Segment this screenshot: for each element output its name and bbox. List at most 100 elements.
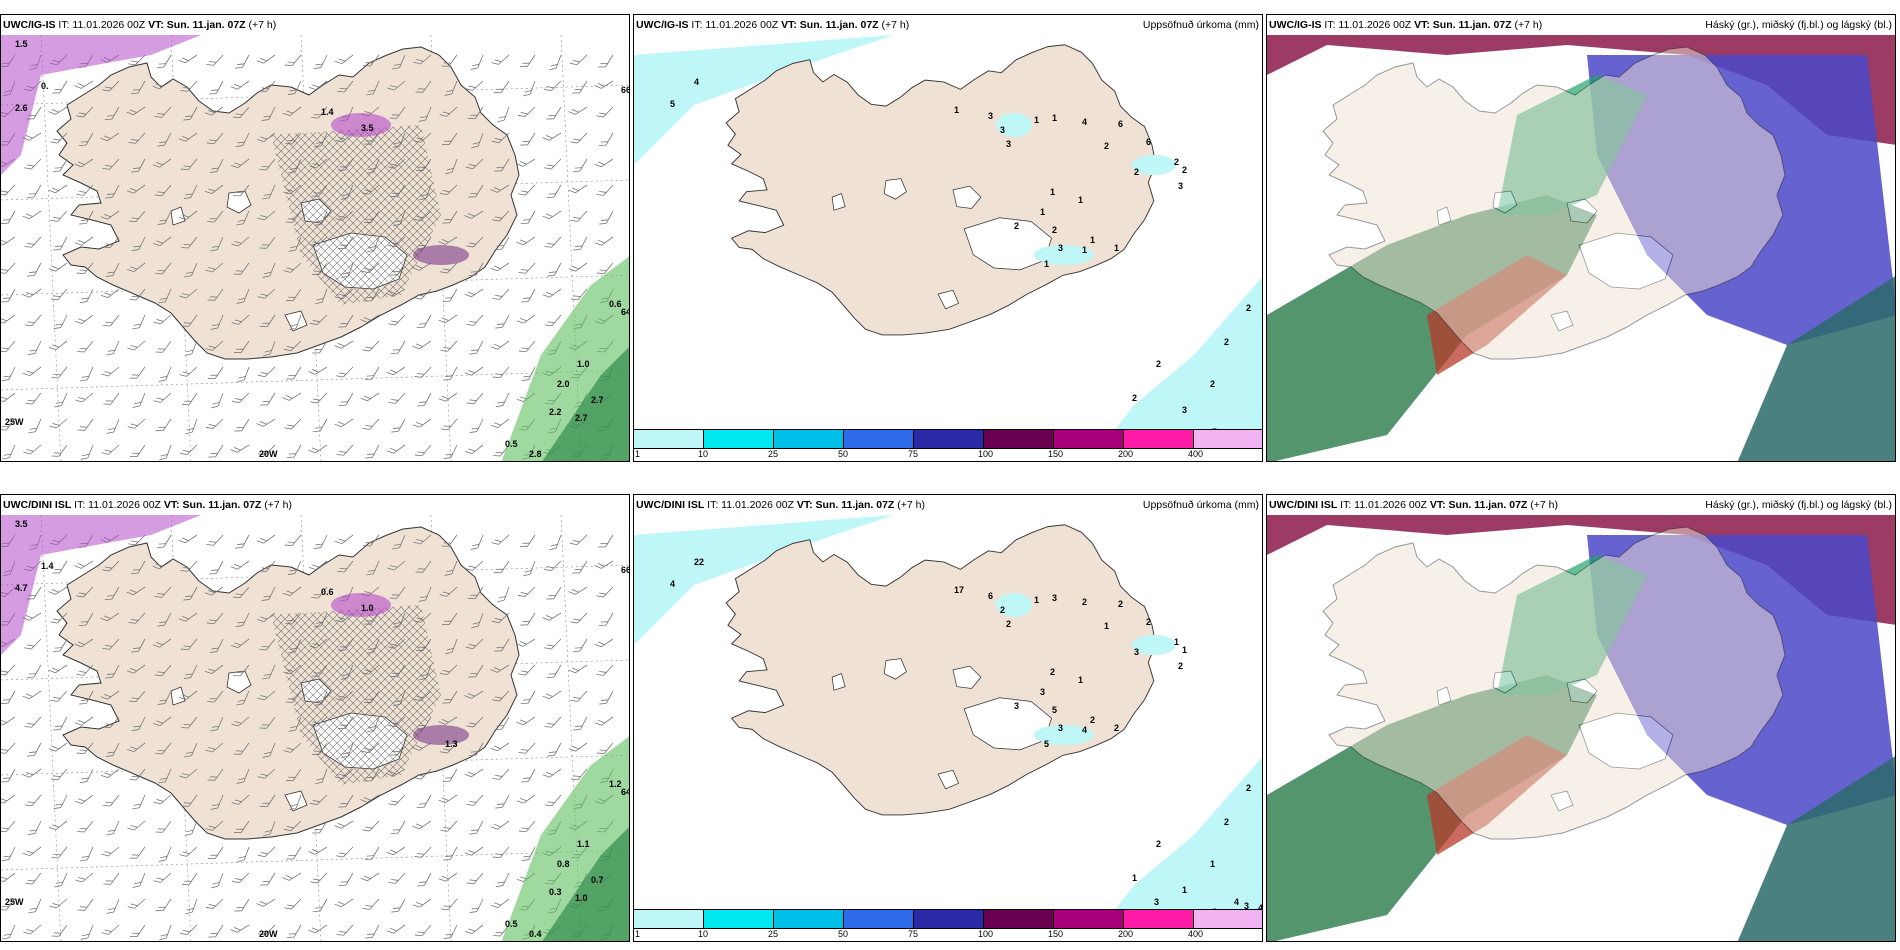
value-label: 2	[1082, 597, 1087, 607]
value-label: 3	[988, 111, 993, 121]
precip-map-svg: 451333114626222311212311112223225	[634, 35, 1262, 431]
value-label: 2	[1132, 393, 1137, 403]
panel-header: UWC/IG-IS IT: 11.01.2026 00Z VT: Sun. 11…	[1, 15, 629, 35]
value-label: 0.6	[609, 299, 622, 309]
value-label: 2	[1000, 605, 1005, 615]
valid-time: VT: Sun. 11.jan. 07Z	[1414, 19, 1512, 31]
value-label: 3	[1134, 647, 1139, 657]
value-label: 2	[1246, 783, 1251, 793]
value-label: 6	[1146, 137, 1151, 147]
value-label: 2	[1114, 723, 1119, 733]
axis-label: 20W	[259, 449, 278, 459]
lead-time: (+7 h)	[1514, 19, 1543, 31]
precip-map-panel-row1: UWC/IG-IS IT: 11.01.2026 00Z VT: Sun. 11…	[633, 14, 1263, 462]
colorbar-label: 50	[838, 449, 849, 459]
panel-header: UWC/IG-IS IT: 11.01.2026 00Z VT: Sun. 11…	[1267, 15, 1895, 35]
colorbar-swatch	[984, 430, 1054, 448]
value-label: 1	[1210, 859, 1215, 869]
value-label: 1.0	[361, 603, 374, 613]
value-label: 6	[1118, 119, 1123, 129]
axis-label: 64N	[621, 787, 630, 797]
colorbar-label: 400	[1188, 449, 1204, 459]
value-label: 22	[694, 557, 704, 567]
value-label: 2	[1146, 617, 1151, 627]
colorbar-boxes	[634, 909, 1262, 929]
cloud-map-svg	[1267, 35, 1895, 461]
value-label: 5	[1044, 739, 1049, 749]
colorbar-label: 1	[635, 449, 641, 459]
value-label: 2	[1052, 225, 1057, 235]
axis-label: 25W	[5, 417, 24, 427]
value-label: 2	[1014, 221, 1019, 231]
value-label: 3	[1040, 687, 1045, 697]
axis-label: 64N	[621, 307, 630, 317]
colorbar: 1 10 25 50 75 100 150 200 400	[634, 429, 1262, 461]
value-label: 0.4	[529, 929, 542, 939]
init-time: IT: 11.01.2026 00Z	[707, 499, 794, 511]
value-label: 4	[1082, 117, 1087, 127]
value-label: 1	[1090, 235, 1095, 245]
value-label: 1	[1034, 115, 1039, 125]
cloud-map-panel-row2: UWC/DINI ISL IT: 11.01.2026 00Z VT: Sun.…	[1266, 494, 1896, 942]
value-label: 2	[1174, 157, 1179, 167]
value-label: 4	[1082, 725, 1087, 735]
value-label: 5	[670, 99, 675, 109]
value-label: 3	[1154, 897, 1159, 907]
lead-time: (+7 h)	[264, 499, 292, 511]
panel-header: UWC/DINI ISL IT: 11.01.2026 00Z VT: Sun.…	[1, 495, 629, 515]
cloud-map-svg	[1267, 515, 1895, 941]
map-title: Háský (gr.), miðský (fj.bl.) og lágský (…	[1705, 19, 1892, 31]
value-label: 6	[988, 591, 993, 601]
value-label: 1.0	[577, 359, 590, 369]
colorbar-label: 25	[768, 449, 779, 459]
value-label: 2.7	[591, 395, 604, 405]
colorbar-swatch	[704, 430, 774, 448]
value-label: 3	[1006, 139, 1011, 149]
colorbar-boxes	[634, 429, 1262, 449]
colorbar-label: 200	[1118, 449, 1134, 459]
colorbar-label: 100	[978, 449, 994, 459]
value-label: 3.5	[361, 123, 374, 133]
colorbar-swatch	[1124, 910, 1194, 928]
value-label: 1	[1182, 645, 1187, 655]
model-name: UWC/DINI ISL	[1269, 499, 1338, 511]
value-label: 2	[1050, 667, 1055, 677]
colorbar-swatch	[844, 430, 914, 448]
init-time: IT: 11.01.2026 00Z	[1324, 19, 1412, 31]
value-label: 2	[1182, 165, 1187, 175]
colorbar-label: 50	[838, 929, 849, 939]
colorbar-label: 25	[768, 929, 779, 939]
value-label: 1	[1174, 637, 1179, 647]
lead-time: (+7 h)	[248, 19, 277, 31]
model-name: UWC/IG-IS	[636, 19, 689, 31]
value-label: 2	[1178, 661, 1183, 671]
value-label: 1	[1114, 243, 1119, 253]
colorbar: 1 10 25 50 75 100 150 200 400	[634, 909, 1262, 941]
colorbar-swatch	[844, 910, 914, 928]
value-label: 1	[1044, 259, 1049, 269]
value-label: 4	[694, 77, 699, 87]
value-label: 0.7	[591, 875, 604, 885]
precip-map-svg: 2241762213221231122133534225121122333434	[634, 515, 1263, 911]
value-label: 2.6	[15, 103, 28, 113]
precip-map-panel-row2: UWC/DINI ISL IT: 11.01.2026 00Z VT: Sun.…	[633, 494, 1263, 942]
wind-map-svg: 20W 66N 64N 25W 3.5 4.7 1.4 1.2 0.5 0.4 0.3 1.0 1.1 0…	[1, 514, 630, 941]
value-label: 0.5	[505, 439, 518, 449]
value-label: 0.6	[321, 587, 334, 597]
value-label: 3	[1058, 723, 1063, 733]
colorbar-swatch	[1054, 430, 1124, 448]
value-label: 3	[1178, 181, 1183, 191]
axis-label: 66N	[621, 565, 630, 575]
value-label: 1	[1078, 675, 1083, 685]
valid-time: VT: Sun. 11.jan. 07Z	[163, 499, 262, 511]
value-label: 1	[1040, 207, 1045, 217]
value-label: 4	[1258, 903, 1263, 911]
value-label: 3	[1244, 901, 1249, 911]
colorbar-label: 1	[635, 929, 641, 939]
value-label: 3	[1182, 405, 1187, 415]
value-label: 4	[1234, 897, 1239, 907]
lead-time: (+7 h)	[1530, 499, 1558, 511]
colorbar-swatch	[984, 910, 1054, 928]
model-name: UWC/IG-IS	[3, 19, 56, 31]
value-label: 2	[1224, 817, 1229, 827]
